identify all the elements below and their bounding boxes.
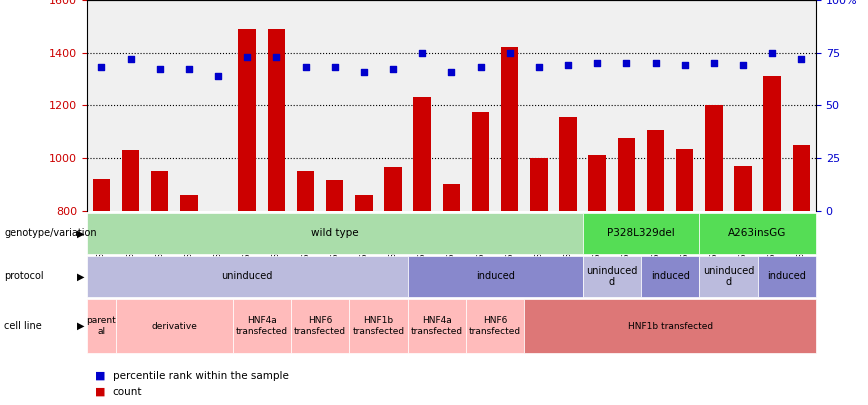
Point xyxy=(620,60,634,66)
Text: P328L329del: P328L329del xyxy=(607,228,674,238)
Point xyxy=(357,68,371,75)
Bar xyxy=(676,149,694,211)
Point xyxy=(123,56,137,62)
Text: protocol: protocol xyxy=(4,271,44,281)
Text: ▶: ▶ xyxy=(76,228,84,238)
Bar xyxy=(764,76,781,211)
Text: induced: induced xyxy=(767,271,806,281)
Text: derivative: derivative xyxy=(151,322,197,330)
Text: ▶: ▶ xyxy=(76,271,84,281)
Bar xyxy=(618,138,635,211)
Bar xyxy=(239,29,256,211)
Bar xyxy=(559,117,576,211)
Point xyxy=(444,68,458,75)
Point xyxy=(474,64,488,70)
Bar xyxy=(151,171,168,211)
Point xyxy=(590,60,604,66)
Text: HNF4a
transfected: HNF4a transfected xyxy=(411,316,463,336)
Bar xyxy=(385,167,402,211)
Bar xyxy=(472,112,490,211)
Bar xyxy=(734,166,752,211)
Bar xyxy=(93,179,110,211)
Bar xyxy=(355,195,372,211)
Text: HNF6
transfected: HNF6 transfected xyxy=(469,316,521,336)
Text: ■: ■ xyxy=(95,371,106,381)
Text: uninduced
d: uninduced d xyxy=(586,266,637,287)
Point xyxy=(736,62,750,68)
Point xyxy=(386,66,400,73)
Text: HNF1b transfected: HNF1b transfected xyxy=(628,322,713,330)
Point xyxy=(794,56,808,62)
Text: wild type: wild type xyxy=(311,228,358,238)
Point xyxy=(415,49,429,56)
Text: induced: induced xyxy=(476,271,515,281)
Text: A263insGG: A263insGG xyxy=(728,228,786,238)
Text: parent
al: parent al xyxy=(87,316,116,336)
Text: ▶: ▶ xyxy=(76,321,84,331)
Point xyxy=(328,64,342,70)
Point xyxy=(766,49,779,56)
Bar xyxy=(705,105,722,211)
Bar xyxy=(122,150,139,211)
Point xyxy=(182,66,196,73)
Bar xyxy=(326,180,344,211)
Point xyxy=(707,60,720,66)
Text: genotype/variation: genotype/variation xyxy=(4,228,97,238)
Bar xyxy=(413,98,431,211)
Bar xyxy=(181,195,198,211)
Point xyxy=(648,60,662,66)
Text: cell line: cell line xyxy=(4,321,42,331)
Point xyxy=(211,72,225,79)
Point xyxy=(269,53,283,60)
Bar xyxy=(501,47,518,211)
Point xyxy=(678,62,692,68)
Bar xyxy=(792,145,810,211)
Bar xyxy=(589,155,606,211)
Text: HNF1b
transfected: HNF1b transfected xyxy=(352,316,404,336)
Bar xyxy=(297,171,314,211)
Point xyxy=(503,49,516,56)
Bar xyxy=(647,130,664,211)
Text: uninduced
d: uninduced d xyxy=(703,266,754,287)
Text: HNF6
transfected: HNF6 transfected xyxy=(294,316,346,336)
Point xyxy=(532,64,546,70)
Text: ■: ■ xyxy=(95,387,106,397)
Text: uninduced: uninduced xyxy=(221,271,273,281)
Point xyxy=(299,64,312,70)
Text: HNF4a
transfected: HNF4a transfected xyxy=(236,316,288,336)
Text: count: count xyxy=(113,387,142,397)
Bar xyxy=(443,184,460,211)
Text: percentile rank within the sample: percentile rank within the sample xyxy=(113,371,289,381)
Bar xyxy=(530,158,548,211)
Text: induced: induced xyxy=(651,271,689,281)
Point xyxy=(240,53,254,60)
Point xyxy=(153,66,167,73)
Point xyxy=(95,64,108,70)
Point xyxy=(561,62,575,68)
Bar xyxy=(267,29,285,211)
